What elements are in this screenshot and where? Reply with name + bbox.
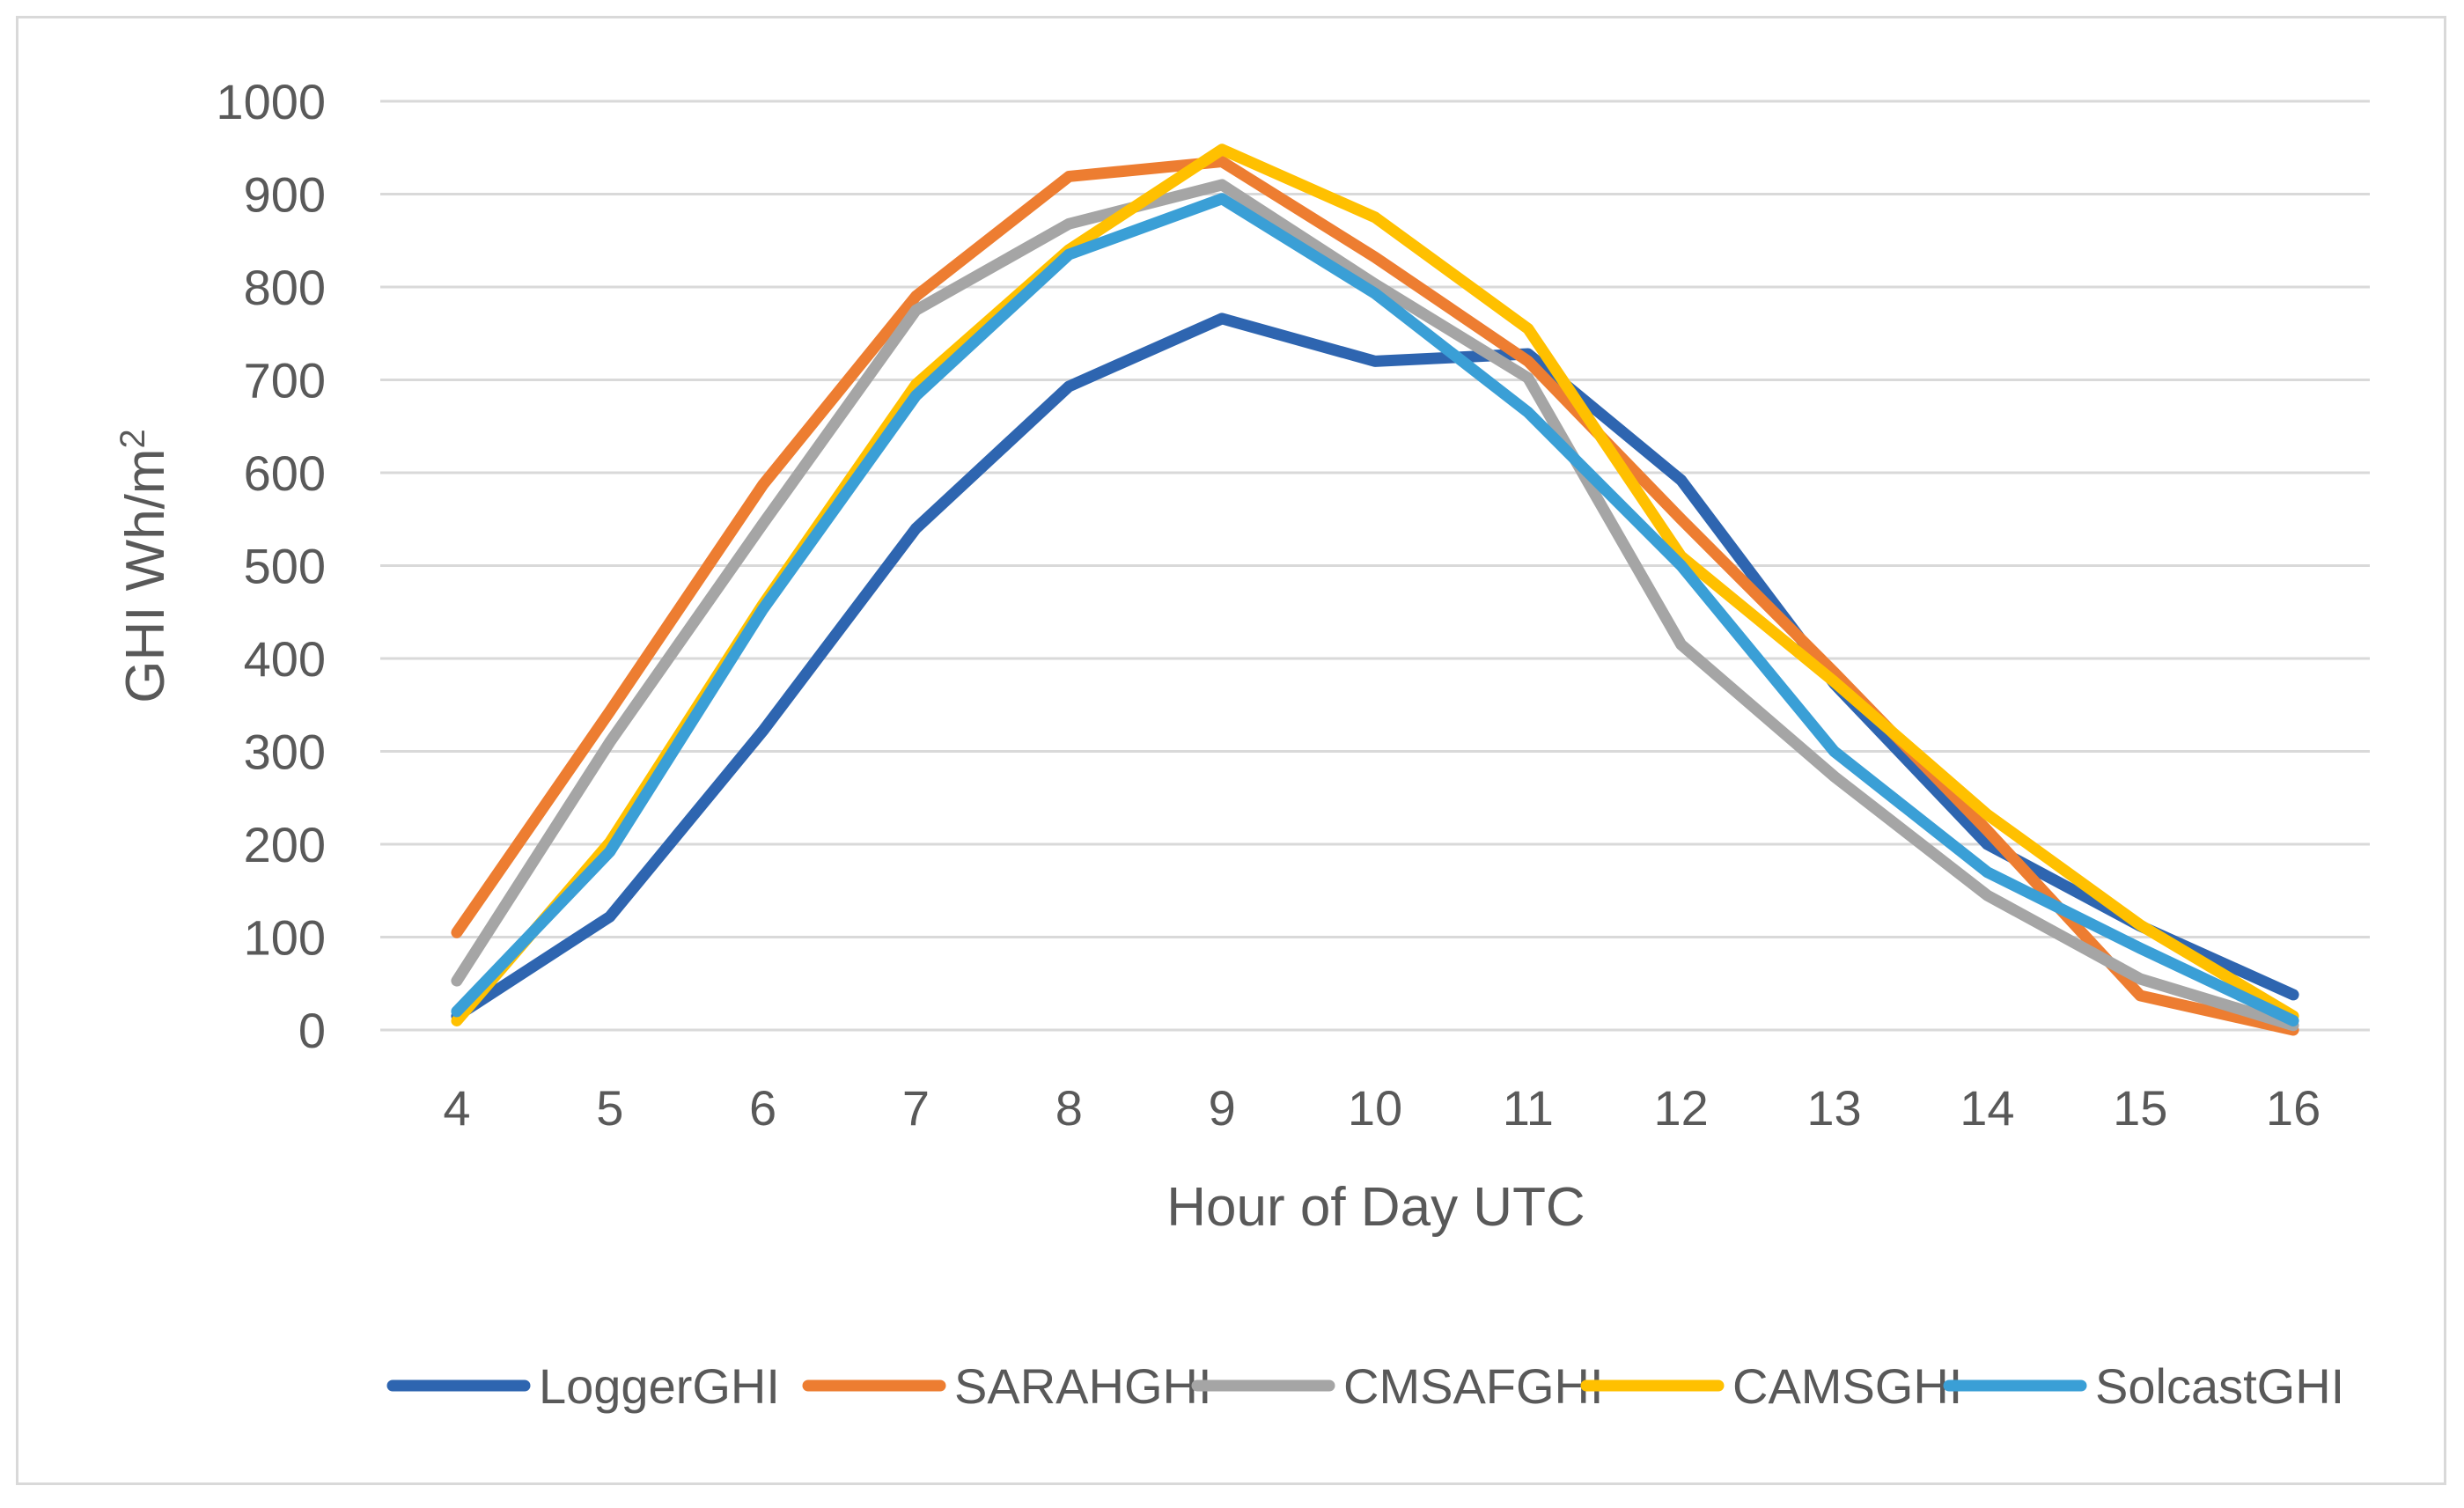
y-tick-label-900: 900 [244,167,326,223]
x-tick-label-15: 15 [2113,1080,2167,1136]
legend-item-sarahghi: SARAHGHI [802,1358,1212,1414]
y-tick-label-200: 200 [244,817,326,872]
y-tick-label-500: 500 [244,539,326,594]
series-line-cmsafghi [451,179,2299,1032]
legend-label-sarahghi: SARAHGHI [954,1358,1212,1414]
y-tick-label-1000: 1000 [216,74,326,129]
x-tick-label-10: 10 [1348,1080,1402,1136]
y-tick-label-700: 700 [244,353,326,408]
series-line-solcastghi [451,193,2299,1026]
x-tick-label-14: 14 [1960,1080,2014,1136]
x-tick-label-9: 9 [1209,1080,1236,1136]
series-line-loggerghi [451,313,2299,1022]
y-axis-title-text: GHI Wh/m [115,448,176,703]
y-tick-label-0: 0 [298,1003,326,1058]
legend-item-loggerghi: LoggerGHI [386,1358,780,1414]
x-tick-label-16: 16 [2266,1080,2321,1136]
y-tick-label-300: 300 [244,725,326,780]
legend-label-camsghi: CAMSGHI [1732,1358,1962,1414]
x-tick-label-5: 5 [596,1080,623,1136]
x-tick-label-11: 11 [1503,1080,1554,1136]
legend-label-loggerghi: LoggerGHI [539,1358,780,1414]
legend: LoggerGHI SARAHGHI CMSAFGHI CAMSGHI SolcastG… [386,1358,2344,1414]
x-axis-ticks: 4 5 6 7 8 9 10 11 12 13 14 15 16 [443,1080,2321,1136]
x-tick-label-4: 4 [443,1080,470,1136]
legend-item-solcastghi: SolcastGHI [1943,1358,2344,1414]
x-tick-label-13: 13 [1806,1080,1861,1136]
y-tick-label-400: 400 [244,631,326,687]
y-tick-label-100: 100 [244,910,326,966]
legend-label-solcastghi: SolcastGHI [2095,1358,2344,1414]
x-axis-title: Hour of Day UTC [1166,1177,1585,1238]
legend-item-cmsafghi: CMSAFGHI [1191,1358,1604,1414]
x-tick-label-8: 8 [1055,1080,1083,1136]
series-lines [451,143,2299,1036]
series-line-sarahghi [451,156,2299,1036]
y-tick-label-800: 800 [244,260,326,315]
y-axis-ticks: 0 100 200 300 400 500 600 700 800 900 1000 [216,74,326,1058]
x-tick-label-6: 6 [749,1080,776,1136]
y-tick-label-600: 600 [244,445,326,501]
y-axis-title-superscript: 2 [114,429,152,448]
y-axis-title: GHI Wh/m2 [114,429,176,703]
legend-item-camsghi: CAMSGHI [1580,1358,1962,1414]
legend-label-cmsafghi: CMSAFGHI [1343,1358,1604,1414]
x-tick-label-7: 7 [902,1080,930,1136]
x-tick-label-12: 12 [1654,1080,1709,1136]
